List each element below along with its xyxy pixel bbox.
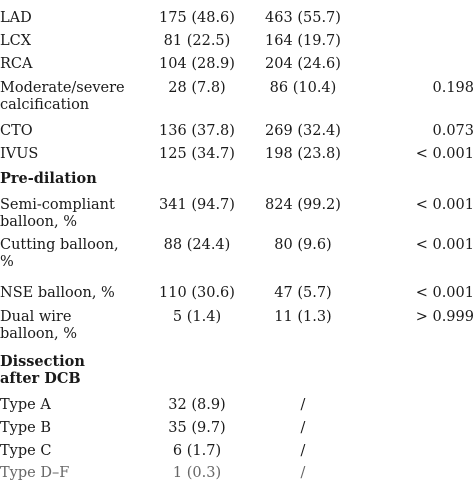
group2-value: 198 (23.8) (265, 146, 341, 162)
row-label: Cutting balloon, % (0, 237, 119, 270)
p-value: < 0.001 (415, 285, 474, 301)
group2-value: 47 (5.7) (274, 285, 332, 301)
group2-value: 269 (32.4) (265, 123, 341, 139)
group2-value: 824 (99.2) (265, 197, 341, 213)
p-value: < 0.001 (415, 237, 474, 253)
row-label: RCA (0, 56, 33, 72)
group1-value: 32 (8.9) (168, 397, 226, 413)
group2-value: 80 (9.6) (274, 237, 332, 253)
row-label: CTO (0, 123, 33, 139)
section-title: Pre-dilation (0, 170, 97, 187)
group2-value: 86 (10.4) (269, 80, 337, 96)
group1-value: 125 (34.7) (159, 146, 235, 162)
p-value: < 0.001 (415, 197, 474, 213)
row-label: Dual wire balloon, % (0, 309, 77, 342)
group2-value: / (300, 420, 306, 436)
row-label: LAD (0, 10, 32, 26)
row-label: Type C (0, 443, 52, 459)
row-label: Moderate/severe calcification (0, 80, 125, 113)
p-value: 0.073 (432, 123, 474, 139)
group1-value: 341 (94.7) (159, 197, 235, 213)
group1-value: 136 (37.8) (159, 123, 235, 139)
group2-value: 11 (1.3) (274, 309, 332, 325)
group2-value: / (300, 465, 306, 481)
group1-value: 6 (1.7) (172, 443, 222, 459)
group1-value: 28 (7.8) (168, 80, 226, 96)
group1-value: 5 (1.4) (172, 309, 222, 325)
group1-value: 110 (30.6) (159, 285, 235, 301)
group2-value: 463 (55.7) (265, 10, 341, 26)
group1-value: 35 (9.7) (168, 420, 226, 436)
row-label: Semi-compliant balloon, % (0, 197, 115, 230)
row-label: IVUS (0, 146, 39, 162)
row-label: LCX (0, 33, 32, 49)
group1-value: 104 (28.9) (159, 56, 235, 72)
row-label: Type B (0, 420, 51, 436)
p-value: > 0.999 (415, 309, 474, 325)
p-value: < 0.001 (415, 146, 474, 162)
group1-value: 175 (48.6) (159, 10, 235, 26)
group2-value: / (300, 443, 306, 459)
group2-value: 204 (24.6) (265, 56, 341, 72)
section-title: Dissection after DCB (0, 353, 85, 387)
group2-value: / (300, 397, 306, 413)
group1-value: 81 (22.5) (163, 33, 231, 49)
group2-value: 164 (19.7) (265, 33, 341, 49)
row-label: Type A (0, 397, 51, 413)
row-label: NSE balloon, % (0, 285, 115, 301)
p-value: 0.198 (432, 80, 474, 96)
group1-value: 88 (24.4) (163, 237, 231, 253)
